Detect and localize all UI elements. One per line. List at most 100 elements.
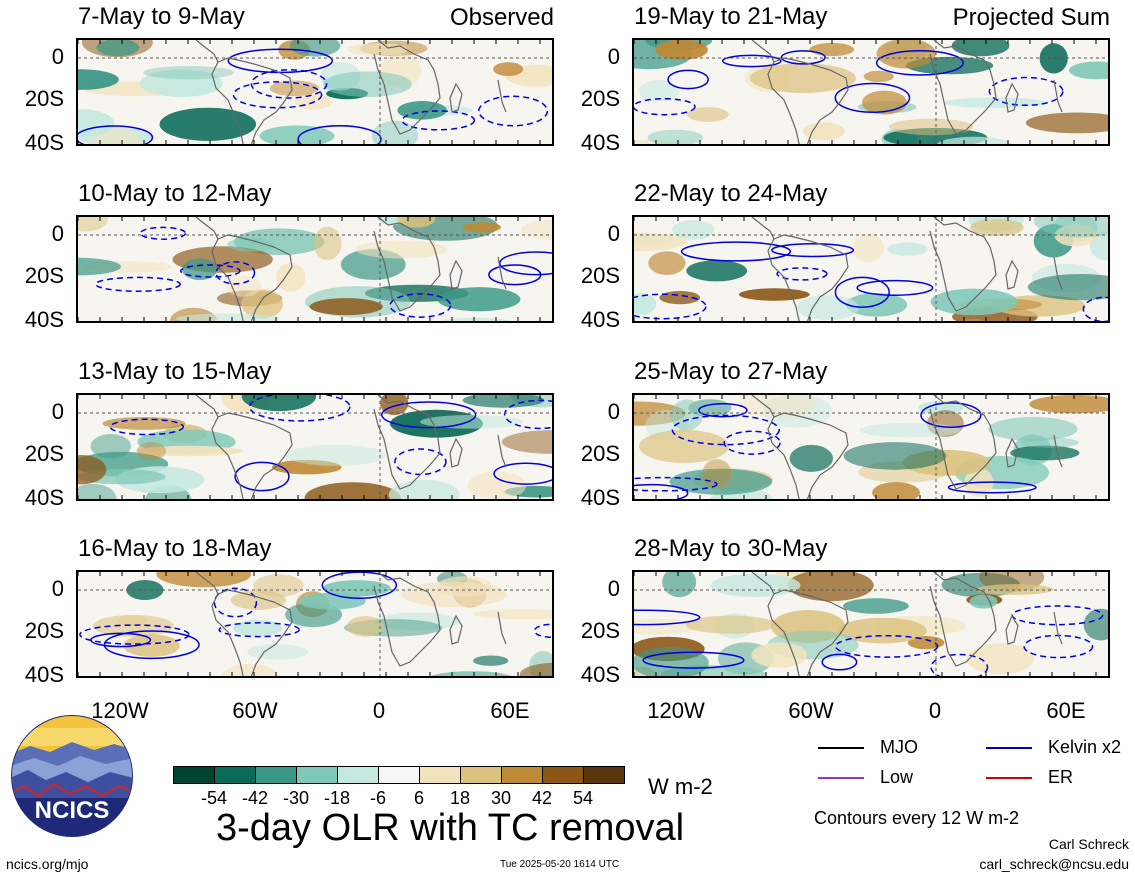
legend-label: Kelvin x2 <box>1048 737 1122 757</box>
olr-anomaly-shading <box>227 237 275 252</box>
coastline <box>929 395 997 490</box>
kelvin-contour <box>215 261 256 285</box>
legend-line-kelvin-x2 <box>986 747 1032 749</box>
kelvin-contour <box>834 276 890 308</box>
kelvin-contour <box>821 653 858 671</box>
olr-map-panel <box>632 393 1110 501</box>
kelvin-contour <box>634 609 701 626</box>
colorbar-label: 18 <box>449 788 471 808</box>
olr-anomaly-shading <box>843 598 909 614</box>
olr-anomaly-shading <box>437 287 521 312</box>
olr-anomaly-shading <box>135 445 243 457</box>
olr-map-panel <box>76 215 554 323</box>
colorbar-label: 6 <box>413 788 424 808</box>
olr-anomaly-shading <box>789 444 833 472</box>
kelvin-contour <box>109 418 185 436</box>
website-link[interactable]: ncics.org/mjo <box>6 856 89 872</box>
olr-map-panel <box>632 215 1110 323</box>
colorbar-label: 54 <box>572 788 594 808</box>
colorbar-label: -54 <box>200 788 227 808</box>
lon-label: 120W <box>647 698 705 723</box>
olr-anomaly-shading <box>662 572 697 598</box>
lon-label: 60W <box>232 698 278 723</box>
coastline <box>497 611 507 645</box>
figure-title: 3-day OLR with TC removal <box>216 807 685 849</box>
olr-anomaly-shading <box>936 136 1012 144</box>
colorbar-label: -18 <box>323 788 350 808</box>
olr-anomaly-shading <box>493 62 524 76</box>
olr-anomaly-shading <box>182 258 218 281</box>
lon-label: 120W <box>91 698 149 723</box>
coastline <box>449 437 463 468</box>
author: Carl Schreck <box>1048 836 1129 852</box>
logo-text: NCICS <box>35 797 110 824</box>
coastline <box>1053 611 1063 645</box>
email-link[interactable]: carl_schreck@ncsu.edu <box>979 856 1129 872</box>
olr-anomaly-shading <box>961 318 985 321</box>
olr-anomaly-shading <box>917 401 964 414</box>
legend-line-low <box>818 777 864 779</box>
coastline <box>929 217 997 312</box>
kelvin-contour <box>1082 296 1108 321</box>
olr-anomaly-shading <box>276 263 306 292</box>
coastline <box>497 256 507 290</box>
olr-anomaly-shading <box>519 662 552 676</box>
kelvin-contour <box>1023 634 1094 659</box>
lat-label: 40S <box>580 662 620 687</box>
lat-label: 40S <box>24 307 64 332</box>
olr-anomaly-shading <box>639 429 729 463</box>
olr-anomaly-shading <box>78 257 121 276</box>
olr-anomaly-shading <box>1033 217 1108 238</box>
olr-anomaly-shading <box>221 663 280 676</box>
olr-anomaly-shading <box>843 442 947 470</box>
lat-label: 40S <box>580 485 620 510</box>
lat-label: 0 <box>607 399 620 424</box>
olr-anomaly-shading <box>355 240 448 259</box>
olr-anomaly-shading <box>659 291 701 305</box>
coastline <box>497 434 507 468</box>
olr-anomaly-shading <box>241 289 283 319</box>
colorbar-swatch <box>419 766 461 784</box>
coastline <box>929 572 997 667</box>
olr-anomaly-shading <box>473 655 509 666</box>
olr-anomaly-shading <box>397 217 436 228</box>
kelvin-contour <box>642 651 745 669</box>
olr-anomaly-shading <box>859 422 961 438</box>
colorbar-label: 42 <box>531 788 553 808</box>
olr-anomaly-shading <box>669 468 773 495</box>
olr-anomaly-shading <box>988 416 1078 442</box>
olr-anomaly-shading <box>796 295 859 321</box>
olr-anomaly-shading <box>159 107 257 141</box>
kelvin-contour <box>671 414 780 446</box>
olr-anomaly-shading <box>852 233 884 262</box>
olr-map-panel <box>76 393 554 501</box>
olr-anomaly-shading <box>687 107 729 122</box>
kelvin-contour <box>297 125 382 144</box>
lon-label: 60W <box>788 698 834 723</box>
olr-anomaly-shading <box>78 455 107 485</box>
kelvin-contour <box>227 48 334 74</box>
olr-anomaly-shading <box>501 430 552 454</box>
contour-note: Contours every 12 W m-2 <box>814 808 1020 828</box>
olr-anomaly-shading <box>638 80 680 102</box>
lat-label: 0 <box>51 576 64 601</box>
olr-anomaly-shading <box>1029 395 1108 414</box>
kelvin-contour <box>780 50 826 65</box>
kelvin-contour <box>250 69 328 99</box>
lat-label: 20S <box>24 86 64 111</box>
olr-anomaly-shading <box>142 66 235 80</box>
kelvin-contour <box>248 395 351 422</box>
olr-anomaly-shading <box>241 395 317 412</box>
olr-anomaly-shading <box>472 609 552 620</box>
lat-label: 0 <box>607 221 620 246</box>
kelvin-contour <box>488 264 542 286</box>
olr-anomaly-shading <box>762 395 833 428</box>
coastline <box>449 259 463 290</box>
panel-tag: Observed <box>449 4 554 31</box>
olr-anomaly-shading <box>233 619 283 637</box>
olr-anomaly-shading <box>298 592 366 610</box>
kelvin-contour <box>920 402 982 429</box>
kelvin-contour <box>667 69 709 90</box>
panel-title: 25-May to 27-May <box>634 358 828 385</box>
panel-title: 22-May to 24-May <box>634 180 828 207</box>
